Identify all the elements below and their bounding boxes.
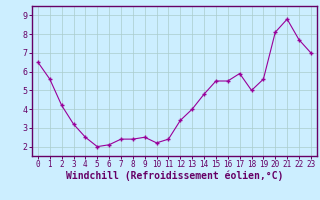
X-axis label: Windchill (Refroidissement éolien,°C): Windchill (Refroidissement éolien,°C) bbox=[66, 171, 283, 181]
